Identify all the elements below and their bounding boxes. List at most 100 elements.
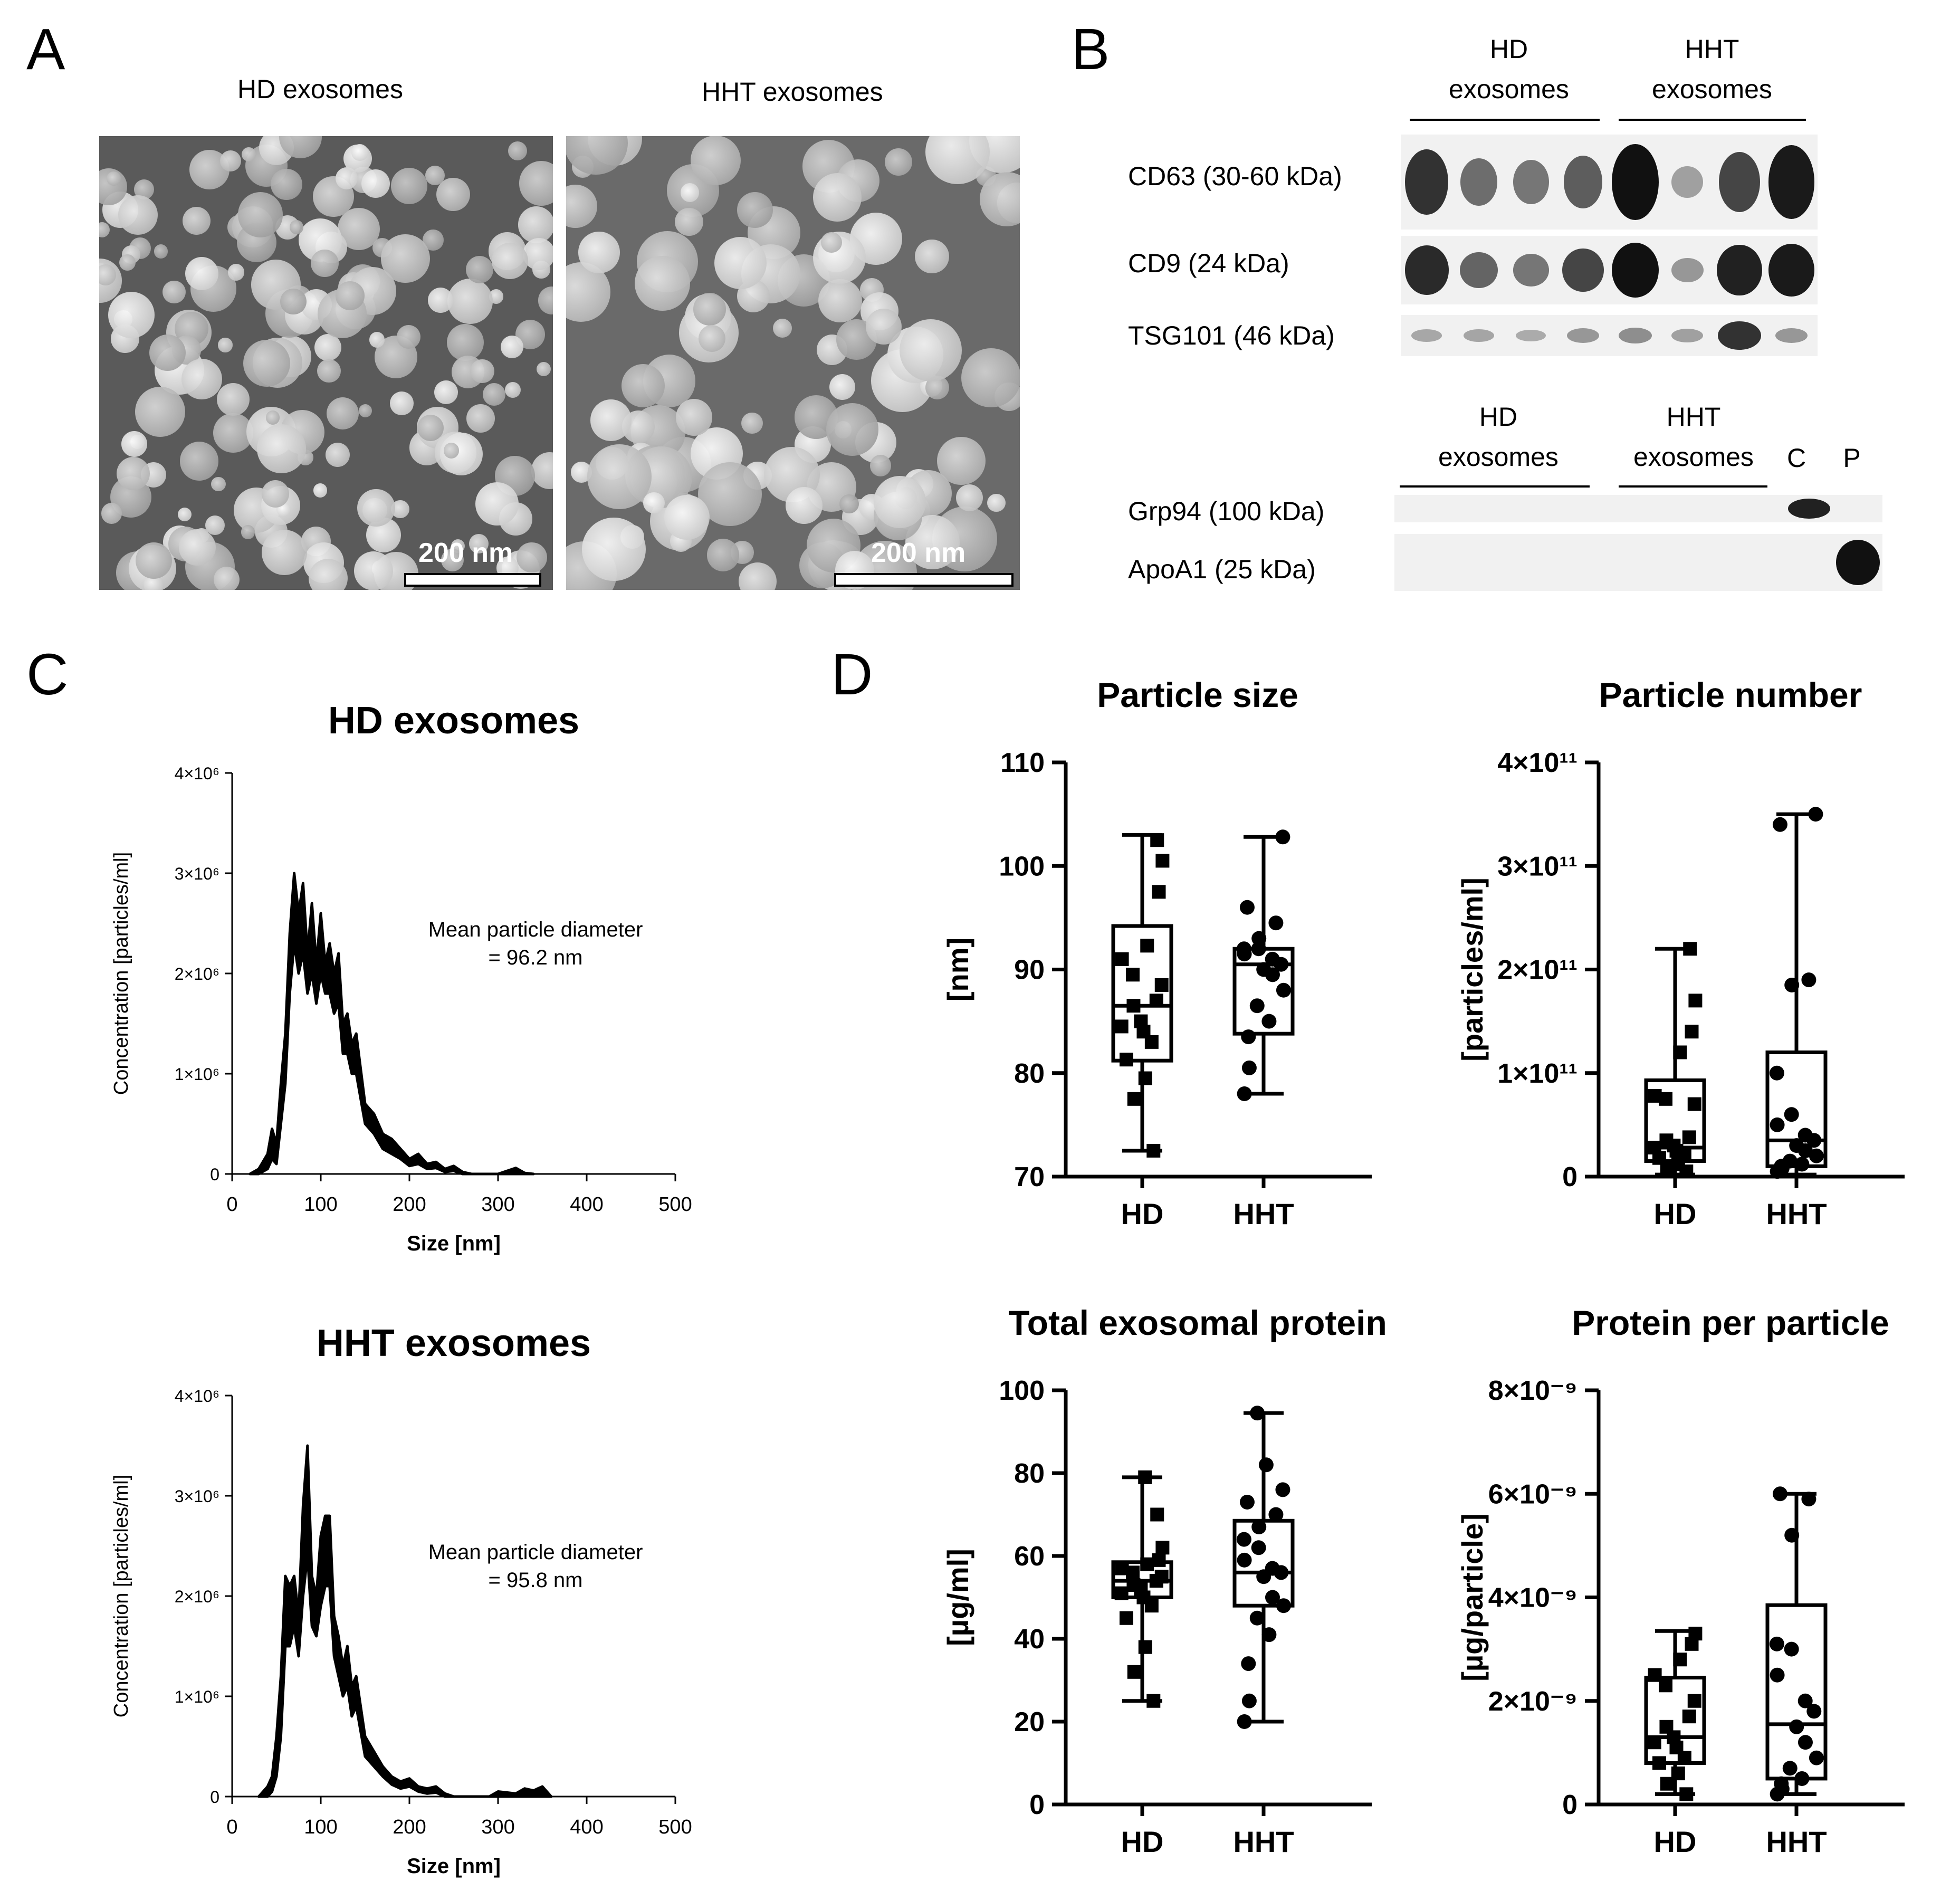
chart-title: HD exosomes (328, 700, 579, 742)
y-tick-label: 100 (999, 851, 1045, 882)
y-tick-label: 90 (1014, 955, 1045, 986)
vesicle (508, 141, 528, 161)
data-point-circle (1276, 1598, 1291, 1613)
data-point-square (1688, 994, 1703, 1008)
vesicle (227, 264, 245, 281)
y-axis-label: Concentration [particles/ml] (110, 1475, 132, 1717)
vesicle (622, 364, 665, 408)
vesicle (699, 324, 726, 352)
y-tick-label: 2×10¹¹ (1497, 955, 1577, 986)
vesicle (714, 237, 767, 290)
x-tick-label: 400 (570, 1193, 603, 1216)
data-point-circle (1261, 1627, 1277, 1642)
data-point-square (1155, 854, 1170, 868)
y-tick-label: 2×10⁶ (175, 964, 219, 983)
data-point-circle (1809, 1750, 1824, 1765)
y-tick-label: 0 (210, 1165, 219, 1184)
wb-upper-group-hd: HD exosomes (1409, 29, 1609, 109)
data-point-square (1673, 1653, 1687, 1667)
wb-band (1618, 327, 1652, 344)
wb-lower-group-hht: HHT exosomes (1593, 397, 1794, 477)
data-point-circle (1782, 1153, 1798, 1169)
vesicle (280, 288, 307, 315)
data-point-circle (1801, 972, 1816, 988)
scale-bar-label-hd: 200 nm (418, 538, 513, 568)
y-tick-label: 8×10⁻⁹ (1488, 1376, 1577, 1406)
data-point-circle (1241, 1029, 1256, 1045)
y-tick-label: 3×10⁶ (175, 864, 219, 883)
vesicle (179, 529, 216, 566)
vesicle (317, 359, 341, 383)
data-point-circle (1784, 977, 1800, 992)
x-tick-label: HHT (1766, 1825, 1827, 1858)
data-point-square (1115, 1561, 1129, 1575)
x-tick-label: HD (1121, 1825, 1164, 1858)
vesicle (313, 483, 328, 498)
data-point-circle (1809, 1148, 1824, 1163)
data-point-circle (1239, 900, 1255, 915)
wb-band (1671, 329, 1703, 342)
vesicle (491, 242, 529, 280)
vesicle (397, 324, 421, 349)
vesicle (469, 533, 489, 553)
wb-label-tsg101: TSG101 (46 kDa) (1128, 321, 1335, 350)
wb-band (1513, 159, 1549, 205)
data-point-square (1687, 1694, 1701, 1708)
data-point-circle (1276, 982, 1291, 998)
data-point-square (1647, 1735, 1661, 1750)
y-tick-label: 40 (1014, 1624, 1045, 1655)
wb-lower-bracket-hht (1619, 485, 1767, 488)
data-point-square (1150, 1507, 1164, 1522)
data-point-square (1146, 1694, 1161, 1708)
vesicle (522, 237, 553, 271)
data-point-circle (1798, 1693, 1813, 1708)
x-tick-label: 0 (226, 1816, 237, 1838)
data-point-circle (1275, 829, 1290, 845)
data-point-circle (1798, 1128, 1813, 1143)
wb-band (1562, 248, 1604, 292)
vesicle (772, 318, 792, 338)
vesicle (390, 391, 414, 416)
vesicle (213, 413, 253, 453)
wb-strip-cd9 (1401, 236, 1818, 304)
data-point-circle (1236, 941, 1251, 957)
vesicle (578, 232, 620, 273)
vesicle (818, 279, 863, 323)
data-point-circle (1769, 1636, 1784, 1651)
data-point-circle (1251, 1520, 1267, 1535)
vesicle (706, 539, 740, 572)
vesicle (664, 494, 710, 540)
x-tick-label: HHT (1233, 1825, 1294, 1858)
wb-label-cd63: CD63 (30-60 kDa) (1128, 161, 1342, 191)
vesicle (518, 206, 553, 243)
vesicle (211, 476, 226, 492)
vesicle (675, 207, 703, 236)
vesicle (178, 508, 192, 522)
y-tick-label: 3×10⁶ (175, 1487, 219, 1506)
wb-lower-group-hht-line1: HHT (1666, 402, 1721, 432)
y-tick-label: 80 (1014, 1058, 1045, 1089)
x-tick-label: 100 (304, 1816, 337, 1838)
vesicle (635, 256, 690, 311)
data-point-circle (1261, 1014, 1277, 1029)
vesicle (961, 348, 1020, 408)
wb-upper-bracket-hht (1619, 119, 1806, 121)
vesicle (118, 195, 158, 235)
vesicle (737, 192, 773, 228)
chart-title: Particle number (1599, 675, 1862, 714)
vesicle (956, 484, 983, 511)
wb-strip-tsg101 (1401, 315, 1818, 356)
data-point-circle (1801, 1492, 1816, 1507)
wb-band (1513, 254, 1549, 286)
data-point-circle (1236, 1532, 1251, 1547)
data-point-circle (1251, 941, 1266, 957)
wb-label-cd9: CD9 (24 kDa) (1128, 249, 1289, 278)
data-point-square (1659, 1133, 1674, 1148)
vesicle (135, 387, 185, 437)
wb-band (1671, 257, 1704, 283)
data-point-square (1154, 1570, 1169, 1584)
data-point-circle (1769, 1065, 1784, 1081)
wb-band (1405, 149, 1449, 215)
y-tick-label: 80 (1014, 1458, 1045, 1489)
vesicle (162, 280, 186, 304)
